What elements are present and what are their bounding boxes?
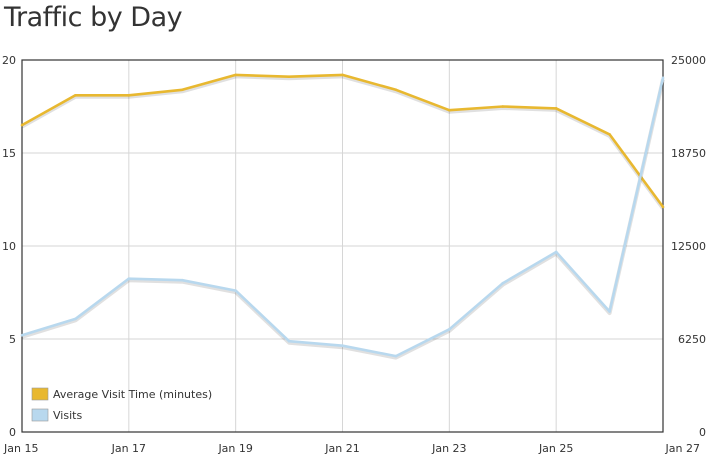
right-tick-label: 6250: [678, 333, 706, 346]
data-point: [394, 354, 398, 358]
data-point: [20, 123, 24, 127]
left-tick-label: 0: [9, 426, 16, 439]
legend-label: Visits: [53, 409, 82, 422]
x-axis-ticks: Jan 15 Jan 17 Jan 19 Jan 21 Jan 23 Jan 25 Jan …: [3, 442, 700, 455]
data-point: [661, 205, 665, 209]
data-point: [661, 76, 665, 80]
plot-area: [21, 59, 664, 433]
data-point: [20, 333, 24, 337]
data-point: [608, 310, 611, 313]
data-point: [127, 94, 131, 97]
legend-label: Average Visit Time (minutes): [53, 388, 212, 401]
data-point: [127, 277, 131, 281]
data-point: [234, 73, 237, 77]
legend-swatch: [31, 387, 49, 401]
data-point: [180, 88, 184, 92]
left-axis-ticks: 0 5 10 15 20: [2, 54, 16, 439]
data-point: [234, 289, 237, 292]
x-tick-label: Jan 19: [217, 442, 252, 455]
data-point: [554, 107, 558, 110]
data-point: [554, 250, 558, 254]
left-tick-label: 10: [2, 240, 16, 253]
chart-title: Traffic by Day: [4, 2, 183, 33]
data-point: [287, 75, 291, 79]
data-point: [501, 105, 505, 108]
data-point: [341, 344, 344, 347]
right-tick-label: 12500: [671, 240, 706, 253]
data-point: [394, 88, 398, 92]
right-tick-label: 25000: [671, 54, 706, 67]
data-point: [448, 108, 451, 112]
data-point: [608, 133, 611, 136]
series-shadow: [21, 74, 665, 210]
right-axis-ticks: 0 6250 12500 18750 25000: [671, 54, 706, 439]
left-tick-label: 20: [2, 54, 16, 67]
data-point: [74, 94, 77, 97]
x-tick-label: Jan 17: [111, 442, 146, 455]
legend: Average Visit Time (minutes) Visits: [31, 387, 212, 422]
data-point: [448, 328, 451, 331]
data-point: [180, 278, 184, 282]
x-tick-label: Jan 27: [665, 442, 700, 455]
x-tick-label: Jan 21: [324, 442, 359, 455]
data-point: [341, 73, 344, 77]
series-lines: [20, 73, 665, 360]
x-tick-label: Jan 15: [3, 442, 38, 455]
x-tick-label: Jan 25: [538, 442, 573, 455]
left-tick-label: 5: [9, 333, 16, 346]
right-tick-label: 0: [699, 426, 706, 439]
right-tick-label: 18750: [671, 147, 706, 160]
legend-swatch: [31, 408, 49, 422]
data-point: [74, 317, 77, 321]
data-point: [287, 339, 291, 343]
x-tick-label: Jan 23: [431, 442, 466, 455]
left-tick-label: 15: [2, 147, 16, 160]
grid-lines: [22, 60, 663, 432]
data-point: [501, 281, 505, 285]
